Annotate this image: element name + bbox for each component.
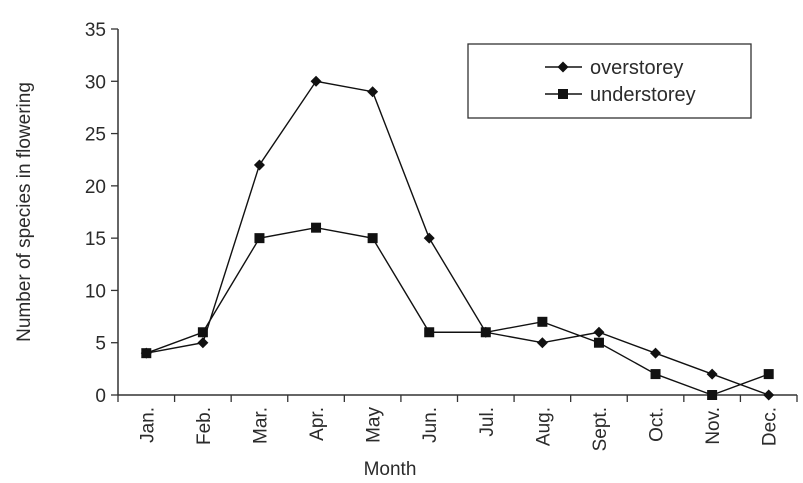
data-point-overstorey — [706, 368, 718, 380]
x-axis-title: Month — [364, 459, 417, 480]
y-tick-label: 15 — [85, 229, 106, 250]
data-point-understorey — [197, 327, 208, 338]
data-point-overstorey — [763, 389, 775, 401]
y-tick-label: 20 — [85, 177, 106, 198]
y-axis-ticks: 0 5 10 15 20 25 30 35 — [85, 20, 118, 407]
data-point-understorey — [480, 327, 491, 338]
data-point-understorey — [254, 233, 265, 244]
x-tick-label: Jan. — [137, 407, 158, 443]
x-tick-label: Apr. — [307, 407, 328, 441]
data-point-overstorey — [593, 326, 605, 338]
data-point-understorey — [707, 390, 718, 400]
series-line-understorey — [146, 226, 769, 396]
x-tick-label: Feb. — [194, 407, 215, 445]
data-point-understorey — [141, 348, 152, 359]
series-understorey — [141, 222, 774, 400]
data-point-overstorey — [253, 159, 265, 171]
data-point-understorey — [593, 337, 604, 348]
x-tick-label: May — [364, 407, 385, 443]
legend: overstorey understorey — [467, 43, 752, 119]
legend-marker — [557, 61, 569, 73]
y-tick-label: 25 — [85, 125, 106, 146]
legend-item-understorey: understorey — [545, 84, 696, 106]
legend-label: understorey — [590, 84, 696, 106]
x-tick-label: Sept. — [590, 407, 611, 451]
data-point-understorey — [763, 369, 774, 380]
data-point-overstorey — [310, 75, 322, 87]
series-layer — [140, 75, 775, 401]
series-overstorey — [140, 75, 775, 401]
series-line-overstorey — [146, 80, 769, 396]
data-point-overstorey — [650, 347, 662, 359]
data-point-understorey — [311, 222, 322, 233]
data-point-understorey — [424, 327, 435, 338]
data-point-understorey — [650, 369, 661, 380]
legend-box — [467, 43, 752, 119]
x-tick-label: Mar. — [250, 407, 271, 444]
data-point-overstorey — [197, 337, 209, 349]
y-tick-label: 0 — [95, 386, 106, 407]
legend-marker — [558, 89, 568, 99]
data-point-overstorey — [367, 86, 379, 98]
data-point-overstorey — [536, 337, 548, 349]
y-tick-label: 5 — [95, 334, 106, 355]
legend-item-overstorey: overstorey — [545, 57, 683, 79]
data-point-understorey — [367, 233, 378, 244]
legend-label: overstorey — [590, 57, 683, 79]
y-tick-label: 30 — [85, 72, 106, 93]
data-point-understorey — [537, 316, 548, 327]
x-tick-label: Jul. — [477, 407, 498, 437]
data-point-overstorey — [423, 232, 435, 244]
x-axis-ticks: Jan. Feb. Mar. Apr. May Jun. Jul. Aug. Sept. Oct.… — [117, 395, 798, 451]
x-tick-label: Aug. — [533, 407, 554, 446]
x-tick-label: Jun. — [420, 407, 441, 443]
x-tick-label: Nov. — [703, 407, 724, 445]
x-tick-label: Oct. — [647, 407, 668, 442]
y-tick-label: 10 — [85, 281, 106, 302]
x-tick-label: Dec. — [760, 407, 781, 446]
y-axis-title: Number of species in flowering — [14, 82, 35, 342]
y-tick-label: 35 — [85, 20, 106, 41]
